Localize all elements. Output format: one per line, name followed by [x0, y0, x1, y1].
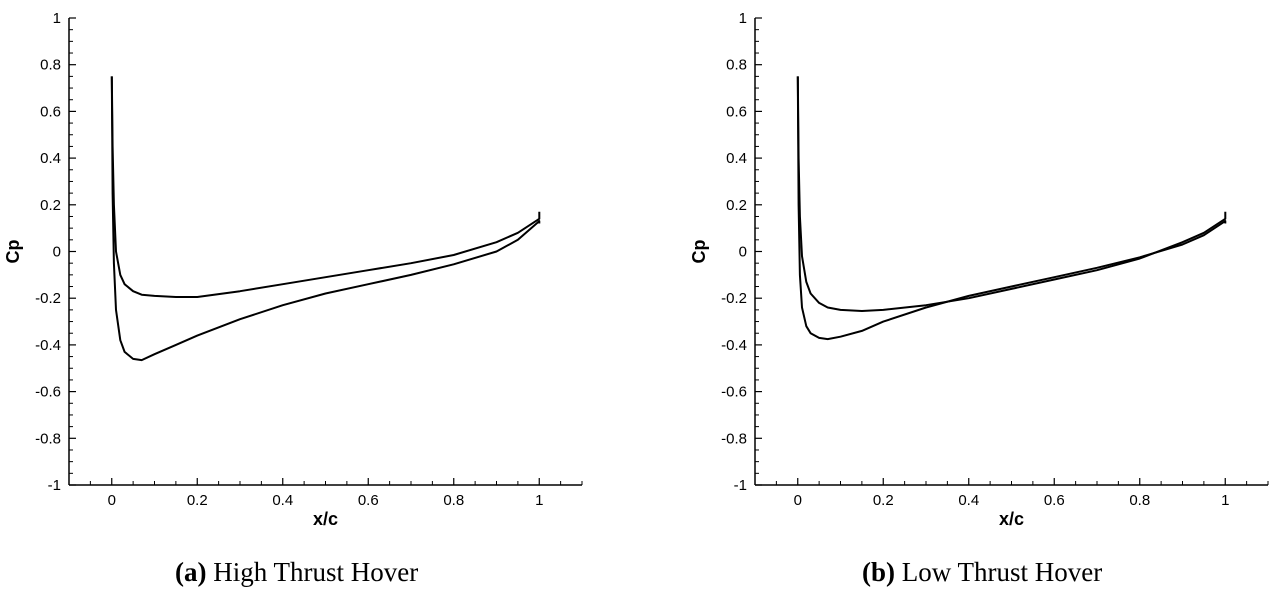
y-tick-label: 0.8	[40, 57, 61, 74]
y-axis-title: Cp	[689, 240, 709, 264]
y-tick-label: 1	[739, 10, 747, 27]
y-tick-label: 0	[739, 244, 747, 261]
x-tick-label: 0.4	[958, 492, 979, 509]
x-tick-label: 0.8	[1129, 492, 1150, 509]
y-tick-label: -1	[48, 477, 61, 494]
y-tick-label: -0.2	[721, 290, 747, 307]
x-tick-label: 0	[108, 492, 116, 509]
x-tick-label: 0.6	[358, 492, 379, 509]
y-tick-label: -0.8	[35, 430, 61, 447]
y-tick-label: 0.6	[726, 103, 747, 120]
y-tick-label: 0.4	[40, 150, 61, 167]
y-tick-label: -1	[734, 477, 747, 494]
series-line-2	[796, 76, 1227, 341]
chart-low-thrust-hover: 1 0.8 0.6 0.4 0.2 0 -0.2 -0.4 -0.6 -0.8 -1 0 0.2 0.4 0…	[689, 10, 1269, 529]
x-tick-label: 0.8	[443, 492, 464, 509]
x-axis-title: x/c	[999, 509, 1024, 529]
y-tick-label: 0.4	[726, 150, 747, 167]
x-tick-label: 1	[1221, 492, 1229, 509]
y-tick-label: -0.6	[721, 384, 747, 401]
x-tick-label: 1	[535, 492, 543, 509]
chart-high-thrust-hover: 1 0.8 0.6 0.4 0.2 0 -0.2 -0.4 -0.6 -0.8 -1 0 0.2 0.4 0…	[3, 10, 583, 529]
caption-high-thrust-hover: (a) High Thrust Hover	[175, 557, 418, 588]
series-line-1	[796, 76, 1227, 312]
y-tick-label: -0.4	[35, 337, 61, 354]
x-tick-label: 0	[794, 492, 802, 509]
y-tick-label: -0.6	[35, 384, 61, 401]
y-tick-label: -0.8	[721, 430, 747, 447]
caption-text: High Thrust Hover	[206, 557, 419, 587]
x-axis-title: x/c	[313, 509, 338, 529]
y-tick-label: 0.6	[40, 103, 61, 120]
y-tick-label: 0.8	[726, 57, 747, 74]
caption-label: (a)	[175, 557, 207, 587]
series-line-1	[110, 76, 541, 298]
x-tick-label: 0.2	[873, 492, 894, 509]
y-tick-label: 0.2	[726, 197, 747, 214]
y-tick-label: -0.2	[35, 290, 61, 307]
series-line-2	[110, 76, 541, 362]
caption-label: (b)	[862, 557, 895, 587]
caption-text: Low Thrust Hover	[895, 557, 1103, 587]
caption-low-thrust-hover: (b) Low Thrust Hover	[862, 557, 1102, 588]
y-tick-label: 0	[53, 244, 61, 261]
y-tick-label: -0.4	[721, 337, 747, 354]
y-tick-label: 1	[53, 10, 61, 27]
y-axis-title: Cp	[3, 240, 23, 264]
x-tick-label: 0.2	[187, 492, 208, 509]
y-tick-label: 0.2	[40, 197, 61, 214]
x-tick-label: 0.4	[272, 492, 293, 509]
x-tick-label: 0.6	[1044, 492, 1065, 509]
